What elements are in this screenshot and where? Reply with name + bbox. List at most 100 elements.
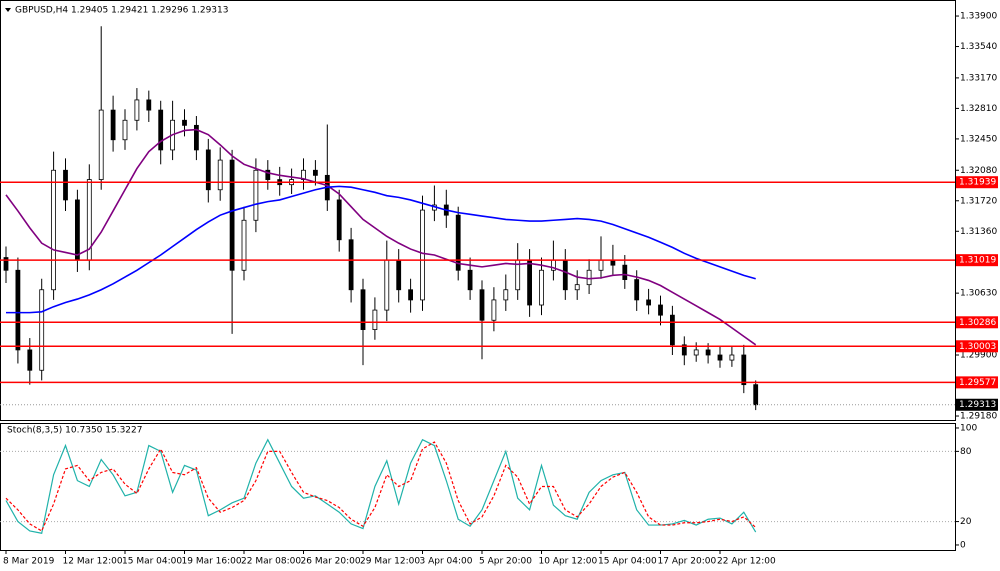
candle-body	[63, 169, 68, 201]
candle-body	[467, 269, 473, 291]
candle-body	[122, 119, 128, 141]
last-price-tag: 1.29313	[956, 398, 998, 411]
candle-body	[3, 257, 9, 271]
stoch-panel-frame	[0, 423, 956, 551]
y-tick-label: 100	[960, 423, 977, 433]
candle-body	[539, 269, 544, 306]
candle-body	[503, 289, 509, 301]
last-price-label: 1.29313	[959, 400, 996, 410]
candle-body	[479, 289, 485, 321]
y-tick-label: 1.29900	[960, 351, 997, 361]
x-tick-label: 19 Mar 16:00	[182, 557, 242, 567]
y-tick-label: 1.32810	[960, 104, 997, 114]
y-tick-label: 1.32450	[960, 134, 997, 144]
y-tick-label: 1.33900	[960, 12, 997, 22]
candle-body	[110, 109, 116, 141]
level-tag: 1.31939	[956, 176, 998, 189]
level-box	[956, 376, 998, 389]
x-tick-label: 10 Apr 12:00	[539, 557, 598, 567]
level-box	[956, 176, 998, 189]
level-tag: 1.31019	[956, 254, 998, 267]
candle-body	[134, 99, 140, 121]
x-tick-label: 15 Mar 04:00	[122, 557, 182, 567]
candle-body	[205, 149, 211, 191]
candle-body	[455, 214, 461, 271]
level-box	[956, 340, 998, 353]
candle-body	[384, 259, 390, 311]
candle-body	[312, 169, 318, 176]
x-tick-label: 15 Apr 04:00	[598, 557, 657, 567]
candle-body	[265, 169, 271, 180]
candle-body	[396, 259, 402, 291]
candle-body	[372, 309, 378, 330]
x-tick-label: 8 Mar 2019	[3, 557, 55, 567]
candle-body	[681, 344, 687, 356]
candle-body	[693, 349, 699, 356]
candle-body	[217, 159, 223, 191]
y-tick-label: 20	[960, 517, 972, 527]
x-tick-label: 26 Mar 20:00	[301, 557, 361, 567]
level-label: 1.31019	[959, 256, 996, 266]
stoch-line	[5, 438, 757, 534]
level-label: 1.30003	[959, 342, 996, 352]
level-tag: 1.30003	[956, 340, 998, 353]
menu-arrow	[5, 8, 11, 12]
x-tick-label: 12 Mar 12:00	[63, 557, 123, 567]
x-tick-label: 22 Mar 08:00	[241, 557, 301, 567]
candle-body	[146, 99, 152, 111]
candle-body	[51, 169, 56, 291]
y-tick-label: 80	[960, 447, 972, 457]
candle-body	[562, 259, 568, 291]
level-box	[956, 254, 998, 267]
y-tick-label: 1.32080	[960, 166, 997, 176]
candle-body	[241, 219, 247, 271]
candle-body	[193, 124, 199, 151]
x-tick-label: 3 Apr 04:00	[420, 557, 473, 567]
candle-body	[705, 349, 711, 356]
candle-body	[301, 169, 306, 180]
level-label: 1.30286	[959, 318, 996, 328]
x-tick-label: 5 Apr 20:00	[479, 557, 532, 567]
candle-body	[527, 259, 532, 306]
candle-body	[75, 199, 80, 261]
candle-body	[574, 284, 580, 291]
price-panel-frame	[0, 0, 956, 421]
candle-body	[658, 304, 663, 316]
candle-body	[670, 314, 675, 346]
candle-body	[39, 289, 45, 371]
candle-body	[253, 169, 259, 221]
candle-body	[408, 289, 414, 301]
x-tick-label: 17 Apr 20:00	[658, 557, 717, 567]
candle-body	[348, 239, 354, 291]
candle-body	[634, 279, 640, 301]
stoch-line	[5, 441, 757, 532]
candle-body	[182, 119, 187, 126]
candle-body	[360, 289, 366, 330]
candle-body	[586, 269, 592, 286]
y-tick-label: 0	[960, 540, 966, 550]
candle-body	[158, 109, 164, 151]
moving-average	[6, 185, 756, 314]
x-tick-label: 22 Apr 12:00	[717, 557, 776, 567]
candle-body	[622, 264, 628, 280]
candle-body	[753, 384, 759, 406]
candle-body	[741, 354, 747, 386]
stoch-title: Stoch(8,3,5) 10.7350 15.3227	[7, 426, 142, 436]
y-tick-label: 1.33540	[960, 42, 997, 52]
chart-title: GBPUSD,H4 1.29405 1.29421 1.29296 1.2931…	[15, 6, 228, 16]
y-tick-label: 1.30630	[960, 289, 997, 299]
level-box	[956, 316, 998, 329]
level-tag: 1.29577	[956, 376, 998, 389]
candle-body	[646, 299, 651, 306]
y-tick-label: 1.33170	[960, 73, 997, 83]
candle-body	[598, 259, 604, 271]
candle-body	[27, 349, 33, 371]
candle-body	[491, 299, 497, 321]
candle-body	[717, 354, 723, 361]
level-tag: 1.30286	[956, 316, 998, 329]
level-label: 1.31939	[959, 178, 996, 188]
candle-body	[98, 109, 104, 180]
y-tick-label: 1.31360	[960, 227, 997, 237]
